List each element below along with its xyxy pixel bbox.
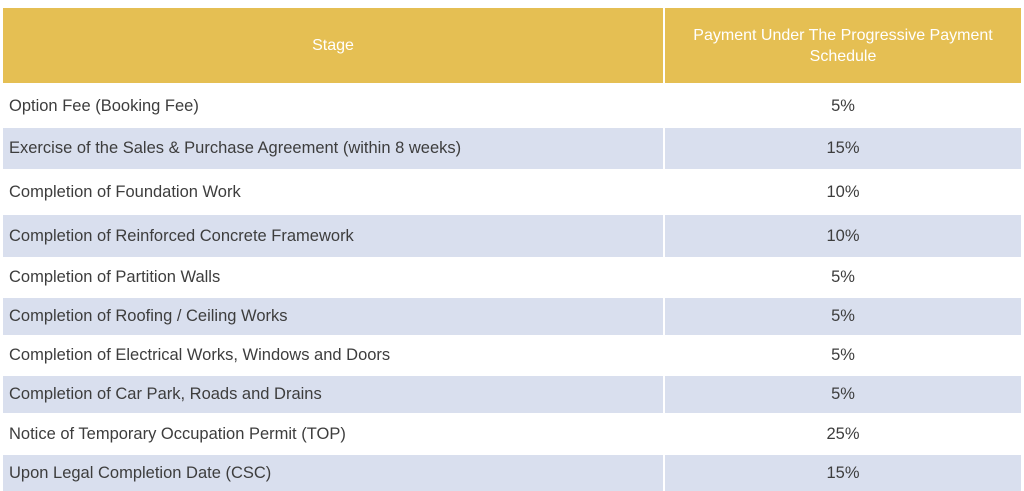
payment-cell: 5%	[665, 296, 1021, 335]
stage-cell: Completion of Car Park, Roads and Drains	[3, 374, 665, 413]
table-row: Notice of Temporary Occupation Permit (T…	[3, 413, 1021, 453]
stage-cell: Exercise of the Sales & Purchase Agreeme…	[3, 126, 665, 169]
payment-cell: 5%	[665, 374, 1021, 413]
table-row: Completion of Car Park, Roads and Drains…	[3, 374, 1021, 413]
stage-cell: Upon Legal Completion Date (CSC)	[3, 453, 665, 491]
header-stage: Stage	[3, 8, 665, 85]
table-row: Completion of Roofing / Ceiling Works 5%	[3, 296, 1021, 335]
payment-cell: 15%	[665, 453, 1021, 491]
table-row: Completion of Partition Walls 5%	[3, 257, 1021, 296]
payment-cell: 10%	[665, 213, 1021, 257]
stage-cell: Completion of Foundation Work	[3, 169, 665, 213]
table-row: Completion of Foundation Work 10%	[3, 169, 1021, 213]
stage-cell: Completion of Roofing / Ceiling Works	[3, 296, 665, 335]
payment-cell: 5%	[665, 85, 1021, 126]
payment-cell: 10%	[665, 169, 1021, 213]
stage-cell: Completion of Reinforced Concrete Framew…	[3, 213, 665, 257]
stage-cell: Completion of Electrical Works, Windows …	[3, 335, 665, 374]
table-header-row: Stage Payment Under The Progressive Paym…	[3, 8, 1021, 85]
payment-cell: 15%	[665, 126, 1021, 169]
table-row: Completion of Electrical Works, Windows …	[3, 335, 1021, 374]
table-row: Exercise of the Sales & Purchase Agreeme…	[3, 126, 1021, 169]
payment-cell: 5%	[665, 257, 1021, 296]
stage-cell: Option Fee (Booking Fee)	[3, 85, 665, 126]
payment-cell: 5%	[665, 335, 1021, 374]
header-payment: Payment Under The Progressive Payment Sc…	[665, 8, 1021, 85]
table-row: Option Fee (Booking Fee) 5%	[3, 85, 1021, 126]
payment-schedule-table: Stage Payment Under The Progressive Paym…	[3, 8, 1021, 491]
stage-cell: Notice of Temporary Occupation Permit (T…	[3, 413, 665, 453]
payment-cell: 25%	[665, 413, 1021, 453]
payment-schedule: Stage Payment Under The Progressive Paym…	[3, 8, 1021, 491]
table-row: Completion of Reinforced Concrete Framew…	[3, 213, 1021, 257]
stage-cell: Completion of Partition Walls	[3, 257, 665, 296]
table-row: Upon Legal Completion Date (CSC) 15%	[3, 453, 1021, 491]
